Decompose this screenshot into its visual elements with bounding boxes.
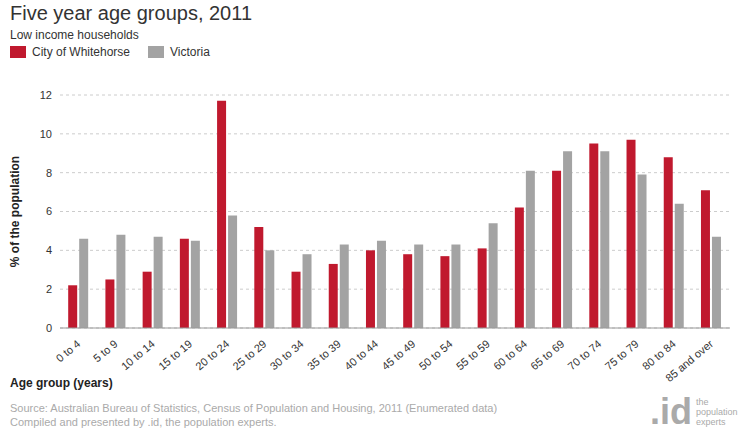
svg-text:65 to 69: 65 to 69 (528, 337, 566, 372)
html-text:Source: Australian Bureau of S: Source: Australian Bureau of Statistics,… (10, 402, 498, 414)
svg-text:50 to 54: 50 to 54 (417, 337, 455, 372)
svg-text:40 to 44: 40 to 44 (342, 337, 380, 372)
html-text:Compiled and presented by .id,: Compiled and presented by .id, the popul… (10, 416, 277, 428)
svg-text:30 to 34: 30 to 34 (268, 337, 306, 372)
html-text:Low income households: Low income households (10, 28, 139, 42)
html-text:.id: .id (650, 391, 692, 432)
svg-text:70 to 74: 70 to 74 (565, 337, 603, 372)
svg-text:8: 8 (46, 167, 52, 179)
svg-text:80 to 84: 80 to 84 (639, 337, 678, 373)
html-text:Age group (years): Age group (years) (10, 376, 113, 390)
svg-text:85 and over: 85 and over (663, 337, 715, 384)
svg-text:20 to 24: 20 to 24 (193, 337, 231, 372)
svg-text:2: 2 (46, 283, 52, 295)
svg-text:0: 0 (46, 322, 52, 334)
svg-text:6: 6 (46, 205, 52, 217)
svg-text:45 to 49: 45 to 49 (379, 337, 417, 372)
svg-text:15 to 19: 15 to 19 (156, 337, 194, 372)
html-text:Five year age groups, 2011: Five year age groups, 2011 (10, 2, 252, 24)
svg-text:4: 4 (46, 244, 52, 256)
svg-text:0 to 4: 0 to 4 (54, 337, 83, 364)
svg-text:10: 10 (40, 128, 52, 140)
html-text:Victoria: Victoria (170, 45, 210, 59)
svg-text:10 to 14: 10 to 14 (119, 337, 157, 372)
svg-text:12: 12 (40, 89, 52, 101)
html-text:the population experts: the population experts (696, 397, 738, 427)
svg-text:55 to 59: 55 to 59 (454, 337, 492, 372)
svg-text:75 to 79: 75 to 79 (603, 337, 641, 372)
svg-text:25 to 29: 25 to 29 (230, 337, 268, 372)
svg-text:60 to 64: 60 to 64 (491, 337, 529, 372)
svg-text:35 to 39: 35 to 39 (305, 337, 343, 372)
svg-text:% of the population: % of the population (8, 156, 22, 267)
html-text:City of Whitehorse: City of Whitehorse (32, 45, 130, 59)
svg-text:5 to 9: 5 to 9 (91, 337, 120, 364)
